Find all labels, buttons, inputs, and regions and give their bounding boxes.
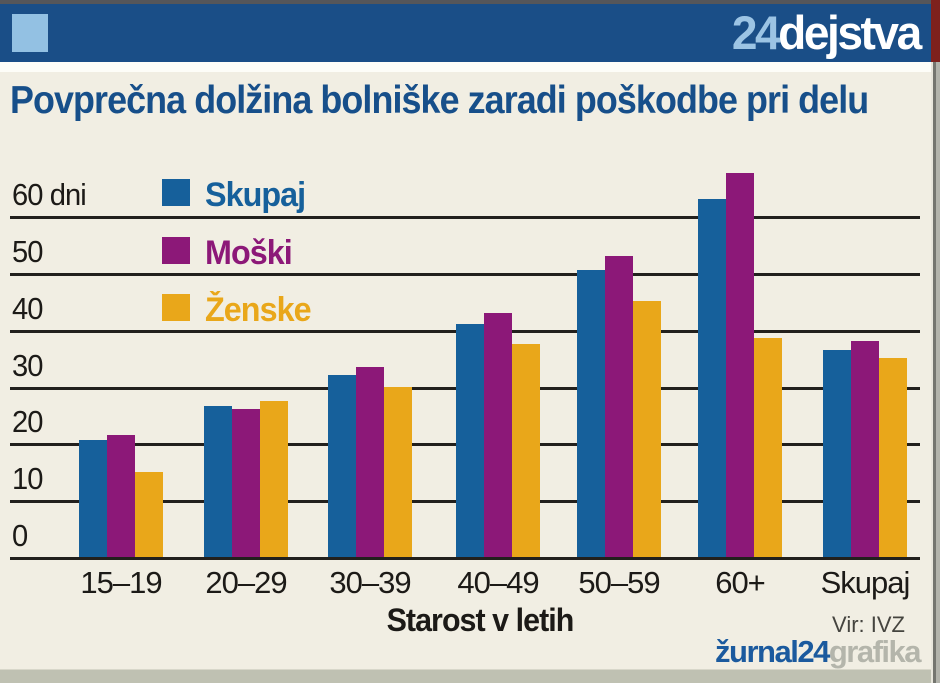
- bar-skupaj-50–59: [577, 270, 605, 557]
- x-tick-label-40–49: 40–49: [457, 565, 539, 600]
- top-border: [0, 0, 940, 4]
- brand-logo-24: 24: [732, 6, 781, 59]
- bar-skupaj-30–39: [328, 375, 356, 557]
- bar-ženske-15–19: [135, 472, 163, 557]
- gridline-60: [10, 216, 920, 219]
- bar-ženske-60+: [754, 338, 782, 557]
- logo-grafika: grafika: [828, 634, 922, 669]
- bar-skupaj-20–29: [204, 406, 232, 557]
- bar-ženske-40–49: [512, 344, 540, 557]
- bar-moški-60+: [726, 173, 754, 557]
- legend-label-skupaj: Skupaj: [205, 176, 306, 214]
- legend-label-moski: Moški: [205, 234, 293, 272]
- bar-skupaj-Skupaj: [823, 350, 851, 557]
- y-tick-label-0: 0: [12, 518, 28, 553]
- bar-skupaj-40–49: [456, 324, 484, 557]
- legend-swatch-zenske: [162, 294, 190, 321]
- x-tick-label-Skupaj: Skupaj: [820, 565, 911, 600]
- brand-square-icon: [12, 14, 48, 52]
- bar-ženske-Skupaj: [879, 358, 907, 557]
- bar-moški-30–39: [356, 367, 384, 557]
- bar-ženske-20–29: [260, 401, 288, 557]
- right-border-red: [931, 0, 940, 62]
- gridline-0: [10, 557, 920, 560]
- y-tick-label-60: 60 dni: [12, 177, 87, 212]
- bottom-border: [0, 669, 940, 683]
- y-tick-label-50: 50: [12, 234, 43, 269]
- bar-moški-50–59: [605, 256, 633, 557]
- chart-title: Povprečna dolžina bolniške zaradi poškod…: [10, 79, 869, 122]
- x-tick-label-15–19: 15–19: [80, 565, 162, 600]
- gridline-50: [10, 273, 920, 276]
- y-tick-label-20: 20: [12, 404, 43, 439]
- x-tick-label-50–59: 50–59: [578, 565, 660, 600]
- x-tick-label-20–29: 20–29: [205, 565, 287, 600]
- bar-moški-40–49: [484, 313, 512, 557]
- y-tick-label-10: 10: [12, 461, 43, 496]
- bar-moški-15–19: [107, 435, 135, 557]
- header-bar: 24dejstva: [0, 4, 932, 62]
- x-axis-title: Starost v letih: [386, 602, 575, 638]
- legend-swatch-moski: [162, 237, 190, 264]
- y-tick-label-40: 40: [12, 291, 43, 326]
- right-border: [931, 0, 940, 683]
- brand-logo: 24dejstva: [732, 6, 922, 60]
- bar-skupaj-15–19: [79, 440, 107, 557]
- bar-ženske-50–59: [633, 301, 661, 557]
- brand-logo-dejstva: dejstva: [778, 6, 922, 59]
- source-credit: Vir: IVZ: [832, 612, 905, 637]
- logo-zurnal24: žurnal24: [715, 634, 830, 669]
- y-tick-label-30: 30: [12, 348, 43, 383]
- x-tick-label-30–39: 30–39: [329, 565, 411, 600]
- legend-swatch-skupaj: [162, 179, 190, 206]
- bar-moški-Skupaj: [851, 341, 879, 557]
- x-tick-label-60+: 60+: [715, 565, 766, 600]
- header-divider: [0, 62, 932, 72]
- legend-label-zenske: Ženske: [205, 291, 312, 329]
- bar-moški-20–29: [232, 409, 260, 557]
- bar-skupaj-60+: [698, 199, 726, 557]
- zurnal24-grafika-logo: žurnal24grafika: [715, 634, 922, 670]
- bar-ženske-30–39: [384, 387, 412, 557]
